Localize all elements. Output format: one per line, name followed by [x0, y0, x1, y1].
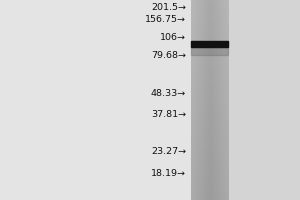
Bar [190, 47, 228, 54]
Text: 18.19→: 18.19→ [151, 170, 186, 178]
Text: 37.81→: 37.81→ [151, 110, 186, 119]
Text: 106→: 106→ [160, 32, 186, 42]
Bar [190, 42, 228, 46]
Bar [0, 0, 190, 200]
Text: 79.68→: 79.68→ [151, 51, 186, 60]
Bar [228, 0, 300, 200]
Text: 23.27→: 23.27→ [151, 148, 186, 156]
Text: 48.33→: 48.33→ [151, 88, 186, 98]
Text: 156.75→: 156.75→ [145, 16, 186, 24]
Text: 201.5→: 201.5→ [151, 3, 186, 12]
